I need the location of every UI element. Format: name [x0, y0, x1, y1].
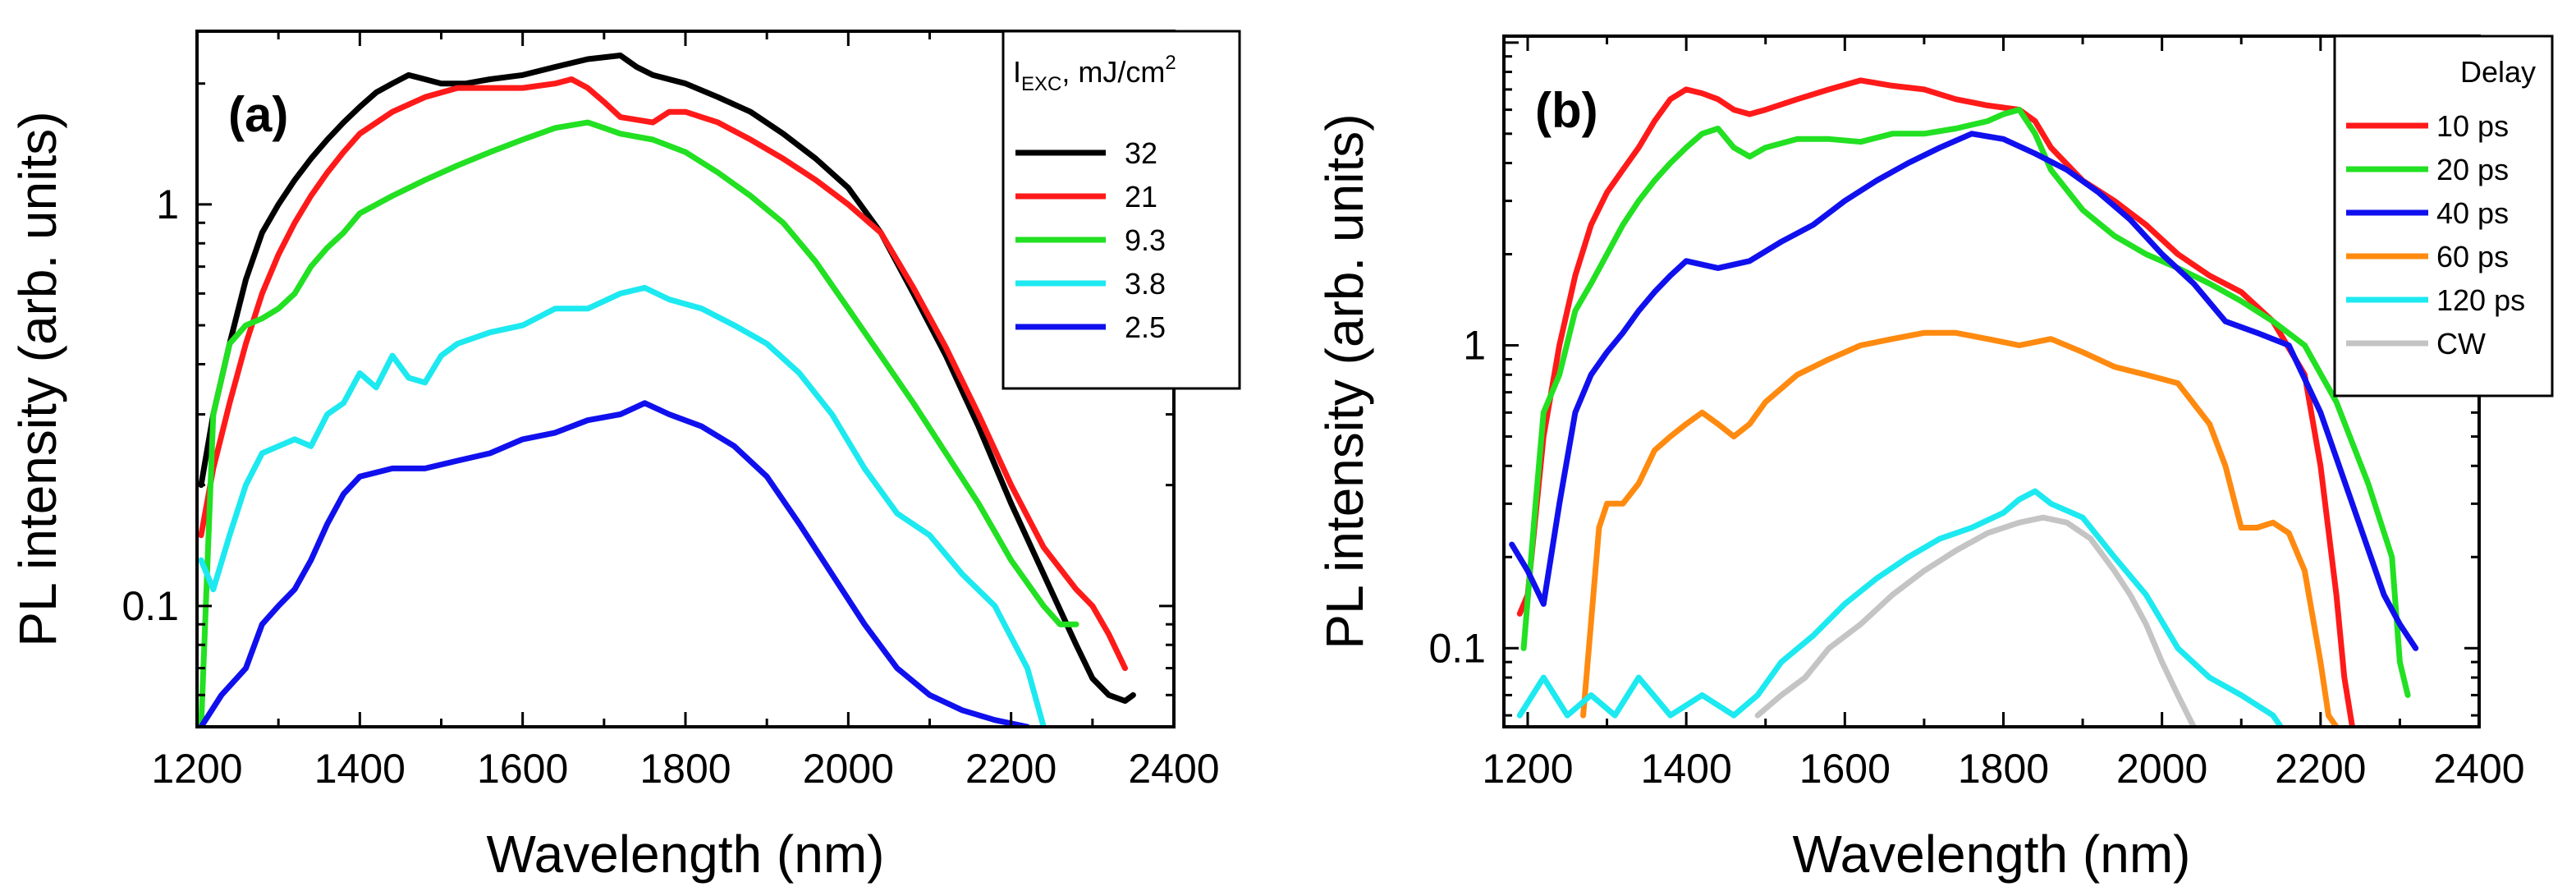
x-tick-label: 1200 — [151, 746, 242, 792]
legend-label: 40 ps — [2436, 196, 2509, 230]
x-tick-label: 1200 — [1482, 746, 1573, 792]
series-group — [198, 53, 1136, 727]
series-line-60-ps — [1580, 329, 2340, 727]
series-line-2.5 — [198, 400, 1030, 727]
legend-title: Delay — [2460, 55, 2536, 89]
y-tick-label: 1 — [1463, 323, 1486, 369]
legend: IEXC, mJ/cm2 32 21 9.3 3.8 2.5 — [1002, 30, 1241, 390]
series-line-21 — [198, 76, 1128, 672]
y-tick-label: 1 — [156, 181, 179, 227]
legend-label: 120 ps — [2436, 283, 2525, 317]
legend-label: CW — [2436, 327, 2486, 361]
legend-label: 20 ps — [2436, 153, 2509, 186]
series-line-120-ps — [1516, 488, 2284, 727]
panel-label: (a) — [228, 87, 288, 142]
panel-a: 1200 1400 1600 1800 2000 2200 2400 0.1 1 Waveleng… — [8, 30, 1241, 884]
legend-box — [2333, 34, 2554, 397]
y-axis-label: PL intensity (arb. units) — [1315, 113, 1374, 649]
panel-b: 1200 1400 1600 1800 2000 2200 2400 0.1 1 Waveleng… — [1315, 34, 2554, 884]
x-tick-label: 2400 — [1128, 746, 1219, 792]
y-tick-label: 0.1 — [121, 583, 179, 629]
legend-label: 60 ps — [2436, 240, 2509, 273]
x-tick-label: 2200 — [965, 746, 1057, 792]
legend-label: 3.8 — [1125, 267, 1166, 301]
x-tick-label: 1400 — [314, 746, 406, 792]
legend-label: 9.3 — [1125, 223, 1166, 257]
series-line-32 — [198, 53, 1136, 704]
legend-label: 32 — [1125, 136, 1157, 170]
x-axis-label: Wavelength (nm) — [487, 825, 885, 884]
x-tick-label: 2000 — [2116, 746, 2207, 792]
x-tick-label: 1600 — [477, 746, 568, 792]
legend-title: IEXC, mJ/cm2 — [1013, 52, 1176, 95]
y-axis-label: PL intensity (arb. units) — [8, 111, 67, 646]
y-tick-label: 0.1 — [1428, 625, 1486, 671]
series-line-CW — [1754, 514, 2197, 727]
legend-label: 10 ps — [2436, 109, 2509, 143]
x-tick-label: 1400 — [1641, 746, 1732, 792]
x-tick-label: 1800 — [639, 746, 731, 792]
legend-label: 21 — [1125, 180, 1157, 214]
series-line-10-ps — [1516, 77, 2355, 727]
series-line-40-ps — [1509, 131, 2419, 651]
x-tick-label: 2200 — [2275, 746, 2366, 792]
legend: Delay 10 ps 20 ps 40 ps 60 ps 120 ps CW — [2333, 34, 2554, 397]
series-group — [1509, 77, 2419, 727]
x-tick-label: 1800 — [1958, 746, 2049, 792]
series-line-20-ps — [1520, 107, 2411, 698]
series-line-9.3 — [198, 119, 1079, 727]
x-tick-label: 2000 — [803, 746, 894, 792]
series-line-3.8 — [198, 284, 1047, 727]
panel-label: (b) — [1535, 83, 1598, 138]
x-tick-label: 1600 — [1799, 746, 1891, 792]
legend-label: 2.5 — [1125, 310, 1166, 344]
x-axis-label: Wavelength (nm) — [1793, 825, 2191, 884]
x-tick-label: 2400 — [2433, 746, 2524, 792]
